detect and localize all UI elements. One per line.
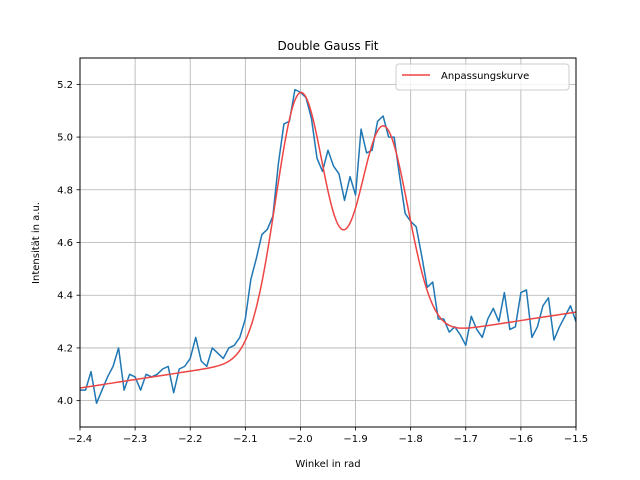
- series-layer: [80, 88, 576, 405]
- chart-title: Double Gauss Fit: [278, 39, 379, 53]
- x-tick-label: −1.7: [454, 434, 478, 445]
- x-axis-label: Winkel in rad: [295, 459, 360, 470]
- y-tick-label: 4.4: [57, 291, 73, 302]
- y-tick-label: 4.6: [57, 238, 73, 249]
- legend: Anpassungskurve: [395, 63, 570, 91]
- y-tick-label: 4.2: [57, 343, 73, 354]
- y-tick-label: 4.8: [57, 185, 73, 196]
- x-tick-label: −2.1: [233, 434, 257, 445]
- x-tick-label: −1.5: [564, 434, 588, 445]
- x-tick-label: −2.3: [123, 434, 147, 445]
- data-series-line: [80, 88, 576, 405]
- legend-label: Anpassungskurve: [441, 71, 529, 82]
- y-tick-label: 5.0: [57, 133, 73, 144]
- x-tick-label: −1.6: [509, 434, 533, 445]
- x-tick-label: −2.0: [288, 434, 312, 445]
- y-axis-label: Intensität in a.u.: [31, 202, 42, 284]
- y-tick-label: 5.2: [57, 80, 73, 91]
- legend-box: [395, 63, 570, 91]
- x-tick-label: −1.9: [343, 434, 367, 445]
- x-tick-label: −1.8: [399, 434, 423, 445]
- x-tick-label: −2.2: [178, 434, 202, 445]
- x-tick-label: −2.4: [68, 434, 92, 445]
- fit-curve-line: [80, 91, 576, 389]
- ticks: −2.4 −2.3 −2.2 −2.1 −2.0 −1.9 −1.8 −1.7 −1.6 −1.5…: [57, 80, 588, 445]
- y-tick-label: 4.0: [57, 396, 73, 407]
